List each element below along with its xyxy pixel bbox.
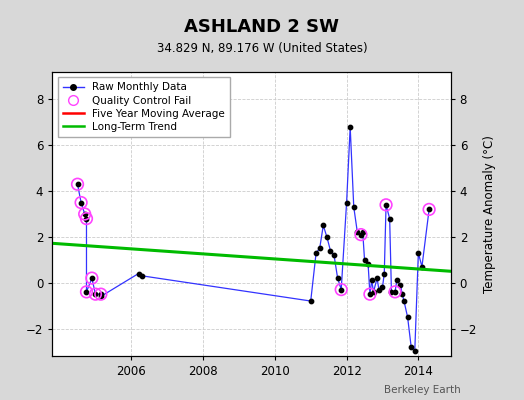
Point	[400, 298, 408, 304]
Point	[366, 291, 374, 297]
Point	[398, 291, 407, 297]
Point	[392, 277, 401, 284]
Point	[357, 232, 365, 238]
Point	[375, 286, 383, 293]
Point	[96, 291, 105, 297]
Point	[425, 206, 433, 213]
Point	[357, 232, 365, 238]
Point	[77, 199, 85, 206]
Point	[382, 202, 390, 208]
Point	[315, 245, 324, 252]
Point	[411, 348, 419, 355]
Point	[312, 250, 320, 256]
Point	[358, 229, 367, 236]
Point	[81, 211, 89, 217]
Point	[319, 222, 328, 229]
Point	[380, 270, 388, 277]
Point	[138, 273, 146, 279]
Point	[77, 199, 85, 206]
Point	[326, 248, 335, 254]
Point	[82, 215, 91, 222]
Point	[350, 204, 358, 210]
Point	[323, 234, 331, 240]
Text: Berkeley Earth: Berkeley Earth	[385, 385, 461, 395]
Point	[369, 289, 378, 295]
Point	[337, 286, 345, 293]
Point	[88, 275, 96, 281]
Point	[73, 181, 82, 188]
Point	[91, 291, 100, 297]
Point	[346, 124, 354, 130]
Point	[73, 181, 82, 188]
Point	[378, 284, 387, 290]
Point	[361, 257, 369, 263]
Point	[396, 282, 405, 288]
Point	[88, 275, 96, 281]
Point	[367, 277, 376, 284]
Point	[134, 270, 143, 277]
Point	[82, 289, 91, 295]
Point	[91, 291, 100, 297]
Legend: Raw Monthly Data, Quality Control Fail, Five Year Moving Average, Long-Term Tren: Raw Monthly Data, Quality Control Fail, …	[58, 77, 230, 137]
Point	[366, 291, 374, 297]
Point	[403, 314, 412, 320]
Point	[414, 250, 422, 256]
Point	[407, 344, 416, 350]
Point	[96, 293, 105, 300]
Point	[386, 215, 394, 222]
Point	[387, 289, 396, 295]
Point	[82, 289, 91, 295]
Point	[333, 275, 342, 281]
Point	[353, 229, 362, 236]
Point	[342, 199, 351, 206]
Text: 34.829 N, 89.176 W (United States): 34.829 N, 89.176 W (United States)	[157, 42, 367, 55]
Point	[307, 298, 315, 304]
Point	[418, 264, 426, 270]
Y-axis label: Temperature Anomaly (°C): Temperature Anomaly (°C)	[483, 135, 496, 293]
Point	[391, 289, 399, 295]
Text: ASHLAND 2 SW: ASHLAND 2 SW	[184, 18, 340, 36]
Point	[364, 261, 373, 268]
Point	[96, 291, 105, 297]
Point	[382, 202, 390, 208]
Point	[82, 215, 91, 222]
Point	[81, 211, 89, 217]
Point	[391, 289, 399, 295]
Point	[337, 286, 345, 293]
Point	[373, 275, 381, 281]
Point	[425, 206, 433, 213]
Point	[330, 252, 338, 258]
